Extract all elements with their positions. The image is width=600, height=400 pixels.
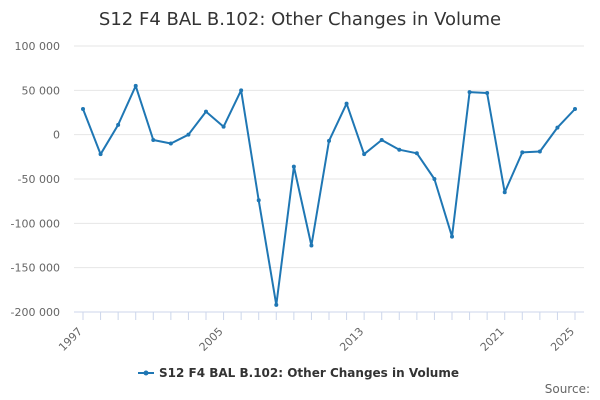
y-tick-label: 0 xyxy=(53,129,60,142)
source-label: Source: xyxy=(545,382,590,396)
data-point[interactable] xyxy=(344,101,349,106)
data-point[interactable] xyxy=(432,177,437,181)
y-tick-label: -150 000 xyxy=(11,262,60,275)
data-point[interactable] xyxy=(467,90,472,95)
data-point[interactable] xyxy=(485,90,490,95)
data-point[interactable] xyxy=(133,83,138,88)
x-tick-label: 1997 xyxy=(56,325,85,354)
data-point[interactable] xyxy=(520,150,525,155)
x-tick-label: 2021 xyxy=(478,325,507,354)
data-point[interactable] xyxy=(379,137,384,142)
x-tick-label: 2005 xyxy=(197,325,226,354)
data-point[interactable] xyxy=(98,152,103,157)
data-point[interactable] xyxy=(204,109,208,114)
legend[interactable]: S12 F4 BAL B.102: Other Changes in Volum… xyxy=(138,366,459,380)
legend-marker-icon xyxy=(143,370,149,376)
data-point[interactable] xyxy=(81,106,85,111)
data-point[interactable] xyxy=(239,88,244,93)
data-point[interactable] xyxy=(537,149,542,154)
y-tick-label: 50 000 xyxy=(22,84,61,97)
y-tick-label: -50 000 xyxy=(18,173,60,186)
data-point[interactable] xyxy=(168,141,173,146)
data-point[interactable] xyxy=(116,122,121,127)
data-point[interactable] xyxy=(502,190,507,195)
legend-label: S12 F4 BAL B.102: Other Changes in Volum… xyxy=(159,366,459,380)
series-group xyxy=(81,83,577,307)
data-point[interactable] xyxy=(327,138,331,143)
data-point[interactable] xyxy=(309,243,314,248)
data-point[interactable] xyxy=(291,164,296,169)
data-point[interactable] xyxy=(256,198,261,203)
y-tick-label: -200 000 xyxy=(11,306,60,319)
data-point[interactable] xyxy=(274,302,279,307)
y-tick-label: -100 000 xyxy=(11,217,60,230)
chart-title: S12 F4 BAL B.102: Other Changes in Volum… xyxy=(99,9,501,30)
data-point[interactable] xyxy=(221,124,226,129)
data-point[interactable] xyxy=(397,147,402,152)
data-point[interactable] xyxy=(186,132,191,137)
x-tick-label: 2013 xyxy=(337,325,366,354)
data-point[interactable] xyxy=(362,152,367,157)
data-point[interactable] xyxy=(555,125,560,130)
data-point[interactable] xyxy=(450,234,454,239)
gridlines xyxy=(74,45,584,269)
series-line xyxy=(82,84,576,306)
data-point[interactable] xyxy=(151,137,156,142)
data-point[interactable] xyxy=(414,151,419,156)
x-tick-label: 2025 xyxy=(548,325,577,354)
y-axis-ticks: 100 000 50 000 0 -50 000 -100 000 -150 000 -20… xyxy=(11,40,60,319)
x-axis-ticks: 1997 2005 2013 2021 2025 xyxy=(56,312,577,354)
data-point[interactable] xyxy=(573,106,577,111)
y-tick-label: 100 000 xyxy=(15,40,61,53)
